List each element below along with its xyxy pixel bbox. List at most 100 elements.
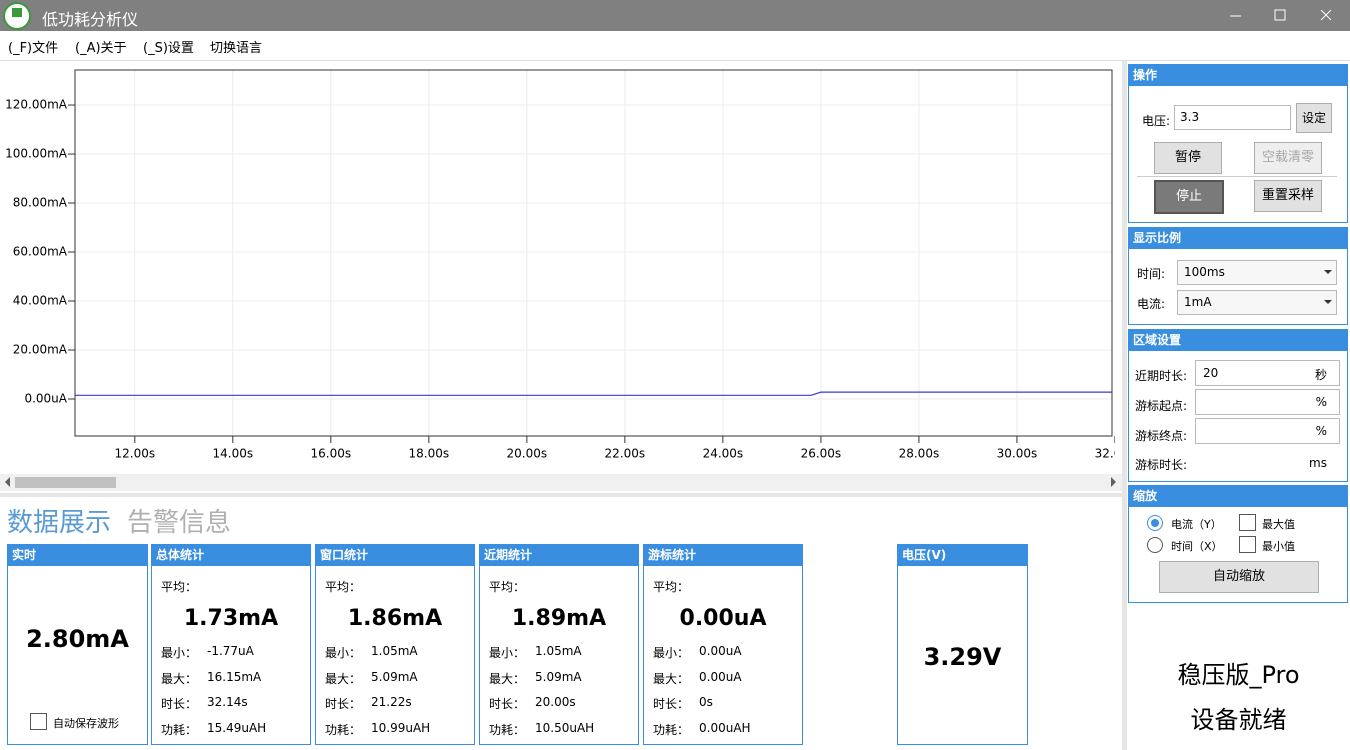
row-value: 10.50uAH <box>535 720 595 735</box>
region-group: 区域设置 近期时长: 20 秒 游标起点: % 游标终点: % 游标时长: ms <box>1128 329 1348 482</box>
start-input[interactable]: % <box>1195 389 1340 415</box>
checkbox[interactable] <box>1239 514 1256 531</box>
plot-border <box>74 69 1113 437</box>
auto-zoom-button[interactable]: 自动缩放 <box>1159 561 1319 593</box>
panel-title: 电压(V) <box>898 545 1027 566</box>
panel-title: 总体统计 <box>152 545 310 566</box>
y-tick-label: 0.00uA <box>24 392 67 406</box>
big-value: 2.80mA <box>26 625 129 653</box>
set-button[interactable]: 设定 <box>1296 103 1332 133</box>
checkbox-label[interactable]: 最小值 <box>1262 540 1295 553</box>
big-value: 3.29V <box>923 643 1002 671</box>
panel-title: 游标统计 <box>644 545 802 566</box>
stat-panel: 游标统计 平均： 0.00uA 最小： 0.00uA 最大： 0.00uA 时长： 0s 功耗： 0… <box>643 544 803 745</box>
time-select[interactable]: 100ms <box>1177 260 1337 285</box>
row-label: 最小： <box>653 646 690 660</box>
label: 游标时长: <box>1135 458 1188 472</box>
x-tick-label: 14.00s <box>212 447 253 461</box>
scroll-left <box>5 477 10 487</box>
pause-button[interactable]: 暂停 <box>1154 142 1222 174</box>
row-label: 时长： <box>653 697 690 711</box>
panel-title: 近期统计 <box>480 545 638 566</box>
edition: 稳压版_Pro <box>1177 661 1300 689</box>
tab-active[interactable]: 数据展示 <box>7 508 112 538</box>
row-value: 20.00s <box>535 695 576 709</box>
radio-buttons[interactable] <box>1146 514 1164 554</box>
row-value: 0.00uAH <box>699 720 751 735</box>
x-tick-label: 20.00s <box>507 447 548 461</box>
voltage-input[interactable]: 3.3 <box>1174 105 1291 130</box>
window-controls[interactable] <box>1220 0 1350 31</box>
recent-input[interactable]: 20 秒 <box>1195 360 1340 386</box>
x-tick-label: 32.00s <box>1095 447 1122 461</box>
menu-item[interactable]: (_S)设置 <box>143 41 194 56</box>
divider <box>1137 176 1337 177</box>
title-bar: 低功耗分析仪 <box>0 0 1350 31</box>
unit: ms <box>1309 456 1327 470</box>
avg-value: 1.89mA <box>511 606 607 631</box>
tab[interactable]: 告警信息 <box>127 508 232 538</box>
row-label: 功耗： <box>489 722 526 737</box>
menu-item[interactable]: 切换语言 <box>210 41 263 56</box>
row-label: 最小： <box>161 646 198 660</box>
end-input[interactable]: % <box>1195 418 1340 444</box>
group-title: 区域设置 <box>1129 330 1347 351</box>
current-select[interactable]: 1mA <box>1177 290 1337 315</box>
stat-panel: 电压(V) 3.29V <box>897 544 1028 745</box>
radio-label[interactable]: 时间（X） <box>1171 540 1223 553</box>
x-tick-label: 16.00s <box>311 447 352 461</box>
stop-button[interactable]: 停止 <box>1154 180 1224 214</box>
checkbox[interactable] <box>30 713 47 730</box>
x-tick-label: 26.00s <box>801 447 842 461</box>
zoom-group: 缩放 电流（Y） 时间（X） 最大值 最小值 自动缩放 <box>1128 485 1348 603</box>
checkbox-label[interactable]: 自动保存波形 <box>53 717 119 730</box>
avg-value: 1.86mA <box>347 606 443 631</box>
row-value: 1.05mA <box>535 644 582 658</box>
reset-button[interactable]: 重置采样 <box>1254 180 1322 212</box>
scroll-right <box>1111 477 1116 487</box>
operate-group: 操作 电压: 3.3 设定 暂停 空载清零 停止 重置采样 <box>1128 64 1348 223</box>
row-label: 最大： <box>489 671 526 686</box>
stat-panel: 窗口统计 平均： 1.86mA 最小： 1.05mA 最大： 5.09mA 时长： 21.22s… <box>315 544 475 745</box>
radio-label[interactable]: 电流（Y） <box>1171 518 1222 531</box>
y-tick-label: 20.00mA <box>13 343 68 357</box>
row-value: 10.99uAH <box>371 720 431 735</box>
scrollbar-track <box>0 474 1122 491</box>
row-value: 0s <box>699 695 713 709</box>
avg-label: 平均： <box>489 580 526 594</box>
avg-value: 1.73mA <box>183 606 279 631</box>
menu-item[interactable]: (_A)关于 <box>75 41 127 56</box>
zero-button[interactable]: 空载清零 <box>1254 142 1322 174</box>
checkbox[interactable] <box>1239 536 1256 553</box>
plot-area <box>74 69 1113 437</box>
y-tick-label: 40.00mA <box>13 294 68 308</box>
avg-label: 平均： <box>325 580 362 594</box>
stat-panel: 实时 2.80mA 自动保存波形 <box>7 544 148 745</box>
y-tick-label: 60.00mA <box>13 245 68 259</box>
stat-panel: 总体统计 平均： 1.73mA 最小： -1.77uA 最大： 16.15mA 时长： 32.1… <box>151 544 311 745</box>
checkbox-label[interactable]: 最大值 <box>1262 518 1295 531</box>
row-label: 最大： <box>161 671 198 686</box>
status: 设备就绪 <box>1190 706 1287 734</box>
row-label: 最小： <box>489 646 526 660</box>
scale-group: 显示比例 时间: 100ms 电流: 1mA <box>1128 227 1348 325</box>
row-value: 0.00uA <box>699 669 742 684</box>
row-value: 21.22s <box>371 695 412 709</box>
label: 时间: <box>1137 267 1166 281</box>
avg-value: 0.00uA <box>679 606 767 631</box>
x-tick-label: 18.00s <box>409 447 450 461</box>
splitter <box>1122 61 1127 750</box>
panel-title: 窗口统计 <box>316 545 474 566</box>
row-label: 时长： <box>161 697 198 711</box>
menu-item[interactable]: (_F)文件 <box>8 41 59 56</box>
row-value: 5.09mA <box>535 669 582 684</box>
row-label: 最大： <box>325 671 362 686</box>
x-tick-label: 24.00s <box>703 447 744 461</box>
row-label: 功耗： <box>653 722 690 737</box>
row-value: 16.15mA <box>207 669 262 684</box>
x-tick-label: 30.00s <box>997 447 1038 461</box>
app-icon <box>3 2 31 30</box>
x-axis: 12.00s 14.00s 16.00s 18.00s 20.00s 22.00s 24.0… <box>114 70 1122 461</box>
data-line <box>75 391 1112 396</box>
